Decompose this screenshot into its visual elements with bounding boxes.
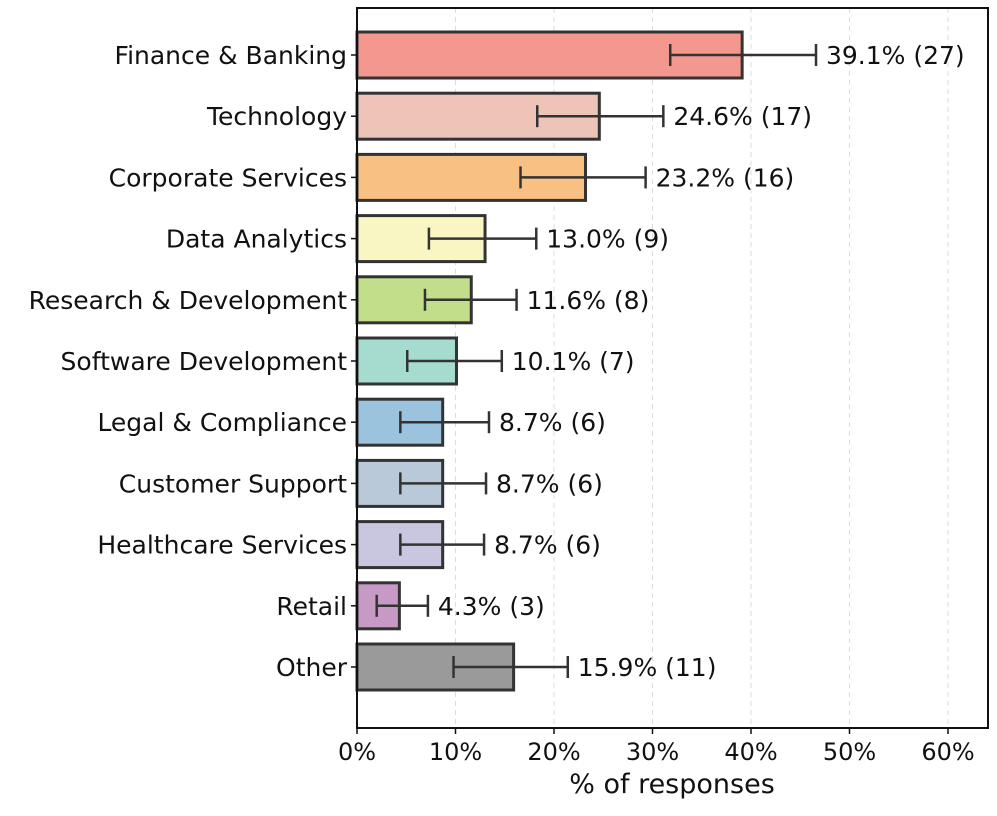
error-bar xyxy=(519,166,647,189)
error-bar xyxy=(399,411,491,434)
data-label: 8.7% (6) xyxy=(496,469,603,498)
y-tick-label: Legal & Compliance xyxy=(97,408,347,437)
y-tick-labels: Finance & Banking Technology Corporate Ser… xyxy=(29,41,357,682)
x-tick-label: 20% xyxy=(527,738,580,766)
y-tick-label: Other xyxy=(276,653,348,682)
x-tick-label: 60% xyxy=(921,738,974,766)
plot-frame xyxy=(356,7,989,729)
y-tick-label: Healthcare Services xyxy=(97,531,347,560)
data-label: 11.6% (8) xyxy=(527,286,650,315)
error-bar xyxy=(668,44,818,66)
x-tick-label: 30% xyxy=(626,738,679,766)
data-label: 23.2% (16) xyxy=(656,163,795,192)
error-bar xyxy=(405,350,504,372)
y-tick-label: Research & Development xyxy=(29,286,348,315)
data-label: 8.7% (6) xyxy=(499,408,606,437)
error-bar xyxy=(375,594,430,617)
data-label: 10.1% (7) xyxy=(512,347,635,376)
x-tick-label: 10% xyxy=(429,738,482,766)
x-tick-label: 40% xyxy=(724,738,777,766)
x-tick-label: 0% xyxy=(338,738,376,766)
y-tick-label: Retail xyxy=(276,592,347,621)
x-ticks: 0% 10% 20% 30% 40% 50% 60% xyxy=(338,728,975,766)
x-axis-label: % of responses xyxy=(569,769,775,800)
y-tick-label: Data Analytics xyxy=(166,225,347,254)
y-tick-label: Technology xyxy=(206,102,347,131)
data-label: 24.6% (17) xyxy=(673,102,812,131)
y-tick-label: Software Development xyxy=(61,347,348,376)
error-bar xyxy=(536,105,665,128)
y-tick-label: Customer Support xyxy=(119,469,347,498)
data-label: 15.9% (11) xyxy=(578,653,717,682)
error-bar xyxy=(423,288,518,311)
data-label: 13.0% (9) xyxy=(546,225,669,254)
y-tick-label: Finance & Banking xyxy=(115,41,347,70)
x-tick-label: 50% xyxy=(823,738,876,766)
error-bar xyxy=(399,472,488,495)
y-tick-label: Corporate Services xyxy=(109,163,347,192)
data-label: 4.3% (3) xyxy=(438,592,545,621)
error-bar xyxy=(452,656,570,678)
bars: 39.1% (27) 24.6% (17) 23.2% (16) 13.0% (9) 1… xyxy=(355,30,965,692)
error-bar xyxy=(399,533,486,556)
error-bar xyxy=(427,227,538,250)
data-label: 39.1% (27) xyxy=(826,41,965,70)
data-label: 8.7% (6) xyxy=(494,531,601,560)
